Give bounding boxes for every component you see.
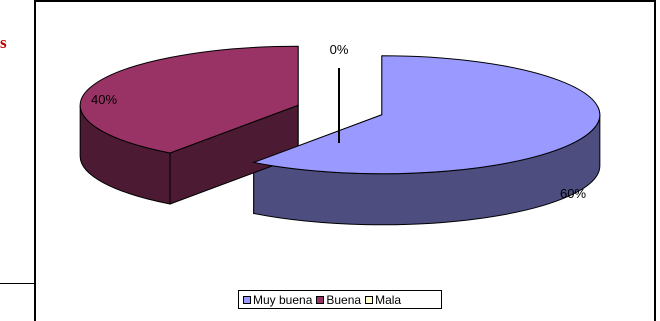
pie-slice-muy-buena [251,55,601,175]
data-label-muy-buena: 60% [560,186,586,201]
legend-label-mala: Mala [375,292,402,307]
data-label-mala: 0% [330,42,349,57]
legend-label-buena: Buena [326,292,362,307]
legend-item-buena: Buena [316,293,361,307]
legend-item-mala: Mala [365,293,401,307]
legend-swatch-mala [365,295,374,304]
chart-legend: Muy buena Buena Mala [238,290,442,309]
legend-swatch-buena [316,295,325,304]
truncated-text-fragment: s [0,33,7,52]
data-label-buena: 40% [91,92,117,107]
legend-swatch-muy-buena [243,295,251,304]
legend-item-muy-buena: Muy buena [243,293,312,307]
pie-slice-buena [79,45,299,154]
legend-label-muy-buena: Muy buena [253,292,313,307]
divider-line [0,283,35,284]
